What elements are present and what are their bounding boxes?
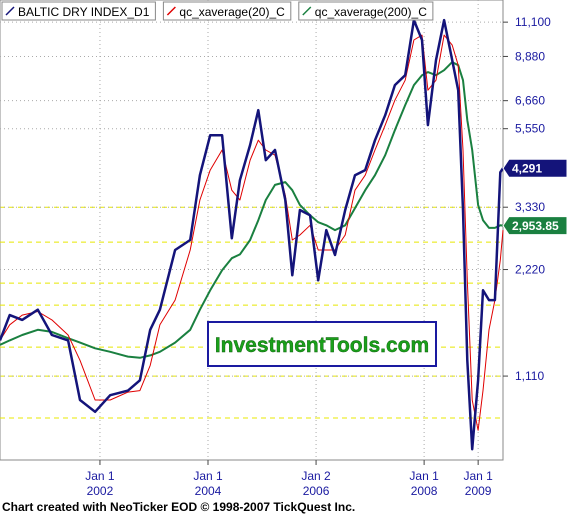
- legend-swatch: [302, 6, 312, 16]
- y-tick-label: 2,220: [515, 263, 545, 277]
- legend-swatch: [5, 6, 15, 16]
- series-line: [0, 34, 504, 431]
- y-tick-label: 6,660: [515, 94, 545, 108]
- y-tick-label: 1,110: [515, 369, 544, 383]
- legend-label: qc_xaverage(20)_C: [179, 5, 285, 19]
- tag-box: [502, 216, 568, 236]
- x-tick-label: Jan 1 2009: [463, 469, 493, 498]
- watermark: InvestmentTools.com: [215, 334, 429, 357]
- legend-box: [1, 1, 156, 21]
- series-line: [0, 61, 504, 359]
- y-tick-label: 5,550: [515, 122, 545, 136]
- x-tick-label: Jan 1 2002: [85, 469, 115, 498]
- tag-label: 4,291: [512, 162, 542, 176]
- series-line: [0, 18, 505, 451]
- x-tick-label: Jan 2 2006: [301, 469, 331, 498]
- legend-label: qc_xaverage(200)_C: [315, 5, 427, 19]
- tag-label: 2,953.85: [512, 219, 559, 233]
- legend-label: BALTIC DRY INDEX_D1: [18, 5, 150, 19]
- x-tick-label: Jan 1 2004: [193, 469, 223, 498]
- legend-box: [162, 1, 292, 21]
- last-value-tag: 2,953.85: [502, 216, 568, 236]
- y-tick-label: 11,100: [515, 15, 551, 29]
- legend-box: [298, 1, 434, 21]
- legend-item: qc_xaverage(20)_C: [162, 1, 292, 21]
- legend-item: BALTIC DRY INDEX_D1: [1, 1, 156, 21]
- legend-swatch: [166, 6, 176, 16]
- x-tick-label: Jan 1 2008: [409, 469, 439, 498]
- y-tick-label: 8,880: [515, 49, 545, 63]
- y-tick-label: 3,330: [515, 200, 545, 214]
- last-value-tag: 4,291: [502, 158, 568, 178]
- tag-box: [502, 158, 568, 178]
- footer: Chart created with NeoTicker EOD © 1998-…: [2, 500, 356, 514]
- watermark-box: [207, 321, 437, 367]
- plot-area: [0, 0, 504, 461]
- legend-item: qc_xaverage(200)_C: [298, 1, 434, 21]
